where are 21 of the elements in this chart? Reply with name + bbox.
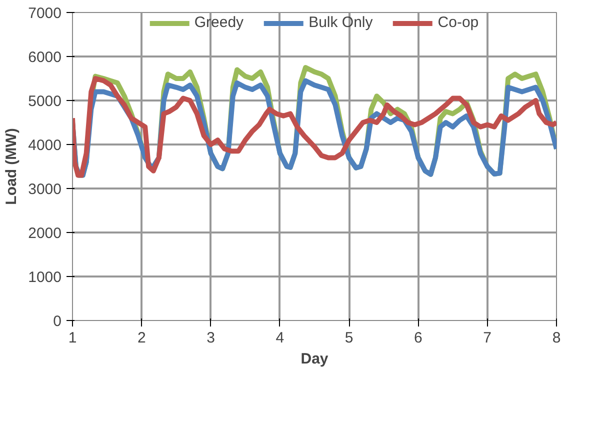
y-tick-label: 0 [53, 313, 62, 330]
y-tick-label: 7000 [28, 5, 62, 22]
x-tick-label: 7 [483, 330, 492, 346]
y-tick-label: 4000 [28, 137, 62, 154]
legend-label: Greedy [194, 14, 244, 31]
x-tick-label: 8 [552, 330, 561, 346]
x-tick-label: 2 [137, 330, 146, 346]
x-tick-label: 1 [68, 330, 77, 346]
x-axis-title: Day [300, 350, 329, 368]
y-axis-title: Load (MW) [3, 128, 20, 205]
y-tick-label: 5000 [28, 93, 62, 110]
legend-label: Bulk Only [308, 14, 373, 31]
y-tick-label: 6000 [28, 49, 62, 66]
x-tick-label: 4 [276, 330, 284, 346]
x-tick-label: 6 [414, 330, 422, 346]
y-tick-label: 1000 [28, 269, 62, 286]
y-tick-label: 2000 [28, 225, 62, 242]
x-tick-label: 5 [344, 330, 354, 346]
x-tick-label: 3 [206, 330, 215, 346]
legend-label: Co-op [438, 14, 479, 31]
y-tick-label: 3000 [28, 181, 62, 198]
